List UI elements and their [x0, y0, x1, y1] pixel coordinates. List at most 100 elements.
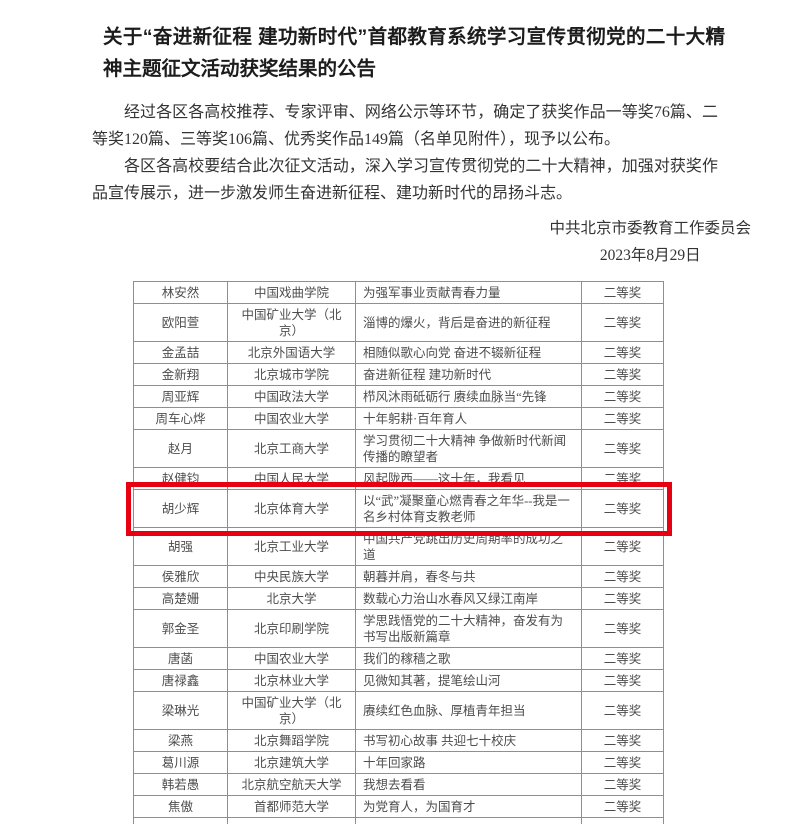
cell-school-name: 北京建筑大学	[227, 751, 356, 774]
table-row: 胡强 北京工业大学 中国共产党跳出历史周期率的成功之道 二等奖	[133, 527, 664, 566]
cell-winner-name: 胡少辉	[133, 489, 228, 528]
signature-inner: 中共北京市委教育工作委员会 2023年8月29日	[549, 215, 751, 269]
awards-table-body: 林安然 中国戏曲学院 为强军事业贡献青春力量 二等奖 欧阳萱 中国矿业大学（北京…	[125, 281, 672, 824]
cell-essay-title: 奋进新征程 建功新时代	[355, 363, 582, 386]
cell-winner-name: 侯雅欣	[133, 565, 228, 588]
table-row: 侯雅欣 中央民族大学 朝暮并肩，春冬与共 二等奖	[133, 565, 664, 588]
cell-winner-name: 梁琳光	[133, 691, 228, 730]
cell-award-level: 二等奖	[581, 467, 664, 490]
cell-essay-title: 中国共产党跳出历史周期率的成功之道	[355, 527, 582, 566]
cell-winner-name: 梁燕	[133, 729, 228, 752]
cell-school-name: 中国人民大学	[227, 467, 356, 490]
cell-school-name: 中国戏曲学院	[227, 281, 356, 304]
cell-school-name: 北京工业大学	[227, 527, 356, 566]
cell-award-level: 二等奖	[581, 669, 664, 692]
table-row-highlighted: 胡少辉 北京体育大学 以“武”凝聚童心燃青春之年华--我是一名乡村体育支教老师 …	[125, 481, 672, 536]
cell-winner-name: 郭金圣	[133, 609, 228, 648]
cell-essay-title: 书写初心故事 共迎七十校庆	[355, 729, 582, 752]
cell-essay-title	[355, 817, 582, 824]
cell-award-level: 二等奖	[581, 363, 664, 386]
table-row: 唐禄鑫 北京林业大学 见微知其著，提笔绘山河 二等奖	[133, 669, 664, 692]
table-row: 梁琳光 中国矿业大学（北京） 赓续红色血脉、厚植青年担当 二等奖	[133, 691, 664, 730]
cell-award-level: 二等奖	[581, 489, 664, 528]
cell-essay-title: 赓续红色血脉、厚植青年担当	[355, 691, 582, 730]
table-row-cutoff	[133, 817, 664, 824]
table-row: 金新翔 北京城市学院 奋进新征程 建功新时代 二等奖	[133, 363, 664, 386]
cell-winner-name: 赵月	[133, 429, 228, 468]
cell-essay-title: 为党育人，为国育才	[355, 795, 582, 818]
cell-essay-title: 十年躬耕·百年育人	[355, 407, 582, 430]
table-row: 欧阳萱 中国矿业大学（北京） 淄博的爆火，背后是奋进的新征程 二等奖	[133, 303, 664, 342]
cell-award-level: 二等奖	[581, 303, 664, 342]
cell-essay-title: 我想去看看	[355, 773, 582, 796]
cell-winner-name: 林安然	[133, 281, 228, 304]
cell-essay-title: 朝暮并肩，春冬与共	[355, 565, 582, 588]
cell-essay-title: 淄博的爆火，背后是奋进的新征程	[355, 303, 582, 342]
cell-school-name: 中国农业大学	[227, 407, 356, 430]
cell-award-level: 二等奖	[581, 729, 664, 752]
page-title: 关于“奋进新征程 建功新时代”首都教育系统学习宣传贯彻党的二十大精神主题征文活动…	[103, 26, 725, 80]
table-row: 林安然 中国戏曲学院 为强军事业贡献青春力量 二等奖	[133, 281, 664, 304]
cell-essay-title: 相随似歌心向党 奋进不辍新征程	[355, 341, 582, 364]
cell-award-level: 二等奖	[581, 751, 664, 774]
cell-school-name: 中国矿业大学（北京）	[227, 691, 356, 730]
cell-school-name: 中国农业大学	[227, 647, 356, 670]
cell-winner-name: 韩若愚	[133, 773, 228, 796]
cell-essay-title: 我们的稼穑之歌	[355, 647, 582, 670]
table-row: 焦傲 首都师范大学 为党育人，为国育才 二等奖	[133, 795, 664, 818]
cell-essay-title: 为强军事业贡献青春力量	[355, 281, 582, 304]
table-row: 高楚姗 北京大学 数载心力治山水春风又绿江南岸 二等奖	[133, 587, 664, 610]
cell-award-level: 二等奖	[581, 429, 664, 468]
cell-award-level: 二等奖	[581, 341, 664, 364]
signature-block: 中共北京市委教育工作委员会 2023年8月29日	[0, 215, 751, 269]
awards-table: 林安然 中国戏曲学院 为强军事业贡献青春力量 二等奖 欧阳萱 中国矿业大学（北京…	[125, 281, 672, 824]
cell-winner-name: 金新翔	[133, 363, 228, 386]
announcement-page: 关于“奋进新征程 建功新时代”首都教育系统学习宣传贯彻党的二十大精神主题征文活动…	[0, 21, 809, 826]
table-row: 赵月 北京工商大学 学习贯彻二十大精神 争做新时代新闻传播的瞭望者 二等奖	[133, 429, 664, 468]
cell-winner-name: 周车心烨	[133, 407, 228, 430]
cell-winner-name: 赵健钧	[133, 467, 228, 490]
cell-award-level: 二等奖	[581, 773, 664, 796]
table-row: 郭金圣 北京印刷学院 学思践悟党的二十大精神，奋发有为书写出版新篇章 二等奖	[133, 609, 664, 648]
cell-school-name: 北京舞蹈学院	[227, 729, 356, 752]
cell-school-name: 北京印刷学院	[227, 609, 356, 648]
cell-essay-title: 数载心力治山水春风又绿江南岸	[355, 587, 582, 610]
cell-winner-name: 金孟喆	[133, 341, 228, 364]
cell-school-name: 首都师范大学	[227, 795, 356, 818]
cell-school-name: 中国政法大学	[227, 385, 356, 408]
cell-school-name: 北京航空航天大学	[227, 773, 356, 796]
cell-essay-title: 风起陇西——这十年，我看见	[355, 467, 582, 490]
cell-essay-title: 学习贯彻二十大精神 争做新时代新闻传播的瞭望者	[355, 429, 582, 468]
cell-essay-title: 十年回家路	[355, 751, 582, 774]
table-row: 赵健钧 中国人民大学 风起陇西——这十年，我看见 二等奖	[133, 467, 664, 490]
signature-org: 中共北京市委教育工作委员会	[549, 220, 751, 237]
paragraph-call-to-action: 各区各高校要结合此次征文活动，深入学习宣传贯彻党的二十大精神，加强对获奖作品宣传…	[92, 158, 718, 202]
cell-winner-name: 欧阳萱	[133, 303, 228, 342]
cell-winner-name: 周亚辉	[133, 385, 228, 408]
signature-date: 2023年8月29日	[599, 247, 701, 264]
cell-school-name: 北京大学	[227, 587, 356, 610]
table-row: 金孟喆 北京外国语大学 相随似歌心向党 奋进不辍新征程 二等奖	[133, 341, 664, 364]
cell-essay-title: 栉风沐雨砥砺行 赓续血脉当“先锋	[355, 385, 582, 408]
cell-winner-name: 葛川源	[133, 751, 228, 774]
cell-school-name	[227, 817, 356, 824]
cell-winner-name: 焦傲	[133, 795, 228, 818]
table-row: 葛川源 北京建筑大学 十年回家路 二等奖	[133, 751, 664, 774]
cell-award-level: 二等奖	[581, 691, 664, 730]
cell-winner-name: 唐禄鑫	[133, 669, 228, 692]
cell-winner-name: 高楚姗	[133, 587, 228, 610]
cell-school-name: 中央民族大学	[227, 565, 356, 588]
cell-award-level: 二等奖	[581, 647, 664, 670]
cell-award-level: 二等奖	[581, 407, 664, 430]
table-row: 周车心烨 中国农业大学 十年躬耕·百年育人 二等奖	[133, 407, 664, 430]
cell-winner-name	[133, 817, 228, 824]
cell-award-level: 二等奖	[581, 795, 664, 818]
cell-award-level: 二等奖	[581, 385, 664, 408]
cell-school-name: 北京林业大学	[227, 669, 356, 692]
cell-school-name: 北京体育大学	[227, 489, 356, 528]
cell-school-name: 北京外国语大学	[227, 341, 356, 364]
paragraph-award-counts: 经过各区各高校推荐、专家评审、网络公示等环节，确定了获奖作品一等奖76篇、二等奖…	[92, 104, 718, 148]
cell-essay-title: 以“武”凝聚童心燃青春之年华--我是一名乡村体育支教老师	[355, 489, 582, 528]
table-row: 唐菡 中国农业大学 我们的稼穑之歌 二等奖	[133, 647, 664, 670]
cell-essay-title: 学思践悟党的二十大精神，奋发有为书写出版新篇章	[355, 609, 582, 648]
